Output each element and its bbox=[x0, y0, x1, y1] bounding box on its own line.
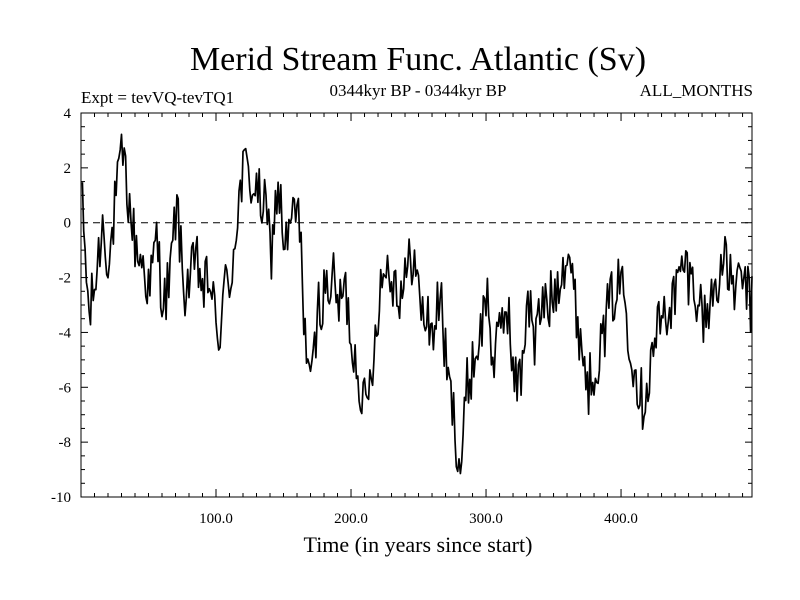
x-tick-label: 200.0 bbox=[334, 511, 368, 527]
subtitle-right: ALL_MONTHS bbox=[640, 81, 753, 100]
subtitle-left: Expt = tevVQ-tevTQ1 bbox=[81, 88, 234, 107]
x-axis: 100.0 200.0 300.0 400.0 bbox=[94, 113, 744, 527]
y-tick-label: 2 bbox=[64, 161, 72, 177]
y-tick-label: 4 bbox=[64, 106, 72, 122]
y-tick-label: -4 bbox=[59, 325, 72, 341]
y-tick-label: -2 bbox=[59, 271, 72, 287]
chart-title: Merid Stream Func. Atlantic (Sv) bbox=[190, 41, 646, 78]
x-axis-label: Time (in years since start) bbox=[304, 532, 533, 557]
subtitle-center: 0344kyr BP - 0344kyr BP bbox=[330, 81, 507, 100]
series-line bbox=[81, 133, 753, 475]
y-axis: 4 2 0 -2 -4 -6 -8 -10 bbox=[51, 106, 752, 506]
x-tick-label: 300.0 bbox=[469, 511, 503, 527]
y-tick-label: -10 bbox=[51, 490, 71, 506]
y-tick-label: -6 bbox=[59, 380, 72, 396]
x-tick-label: 400.0 bbox=[604, 511, 638, 527]
y-tick-label: -8 bbox=[59, 435, 72, 451]
y-tick-label: 0 bbox=[64, 216, 72, 232]
plot-frame bbox=[80, 112, 753, 498]
x-tick-label: 100.0 bbox=[199, 511, 233, 527]
